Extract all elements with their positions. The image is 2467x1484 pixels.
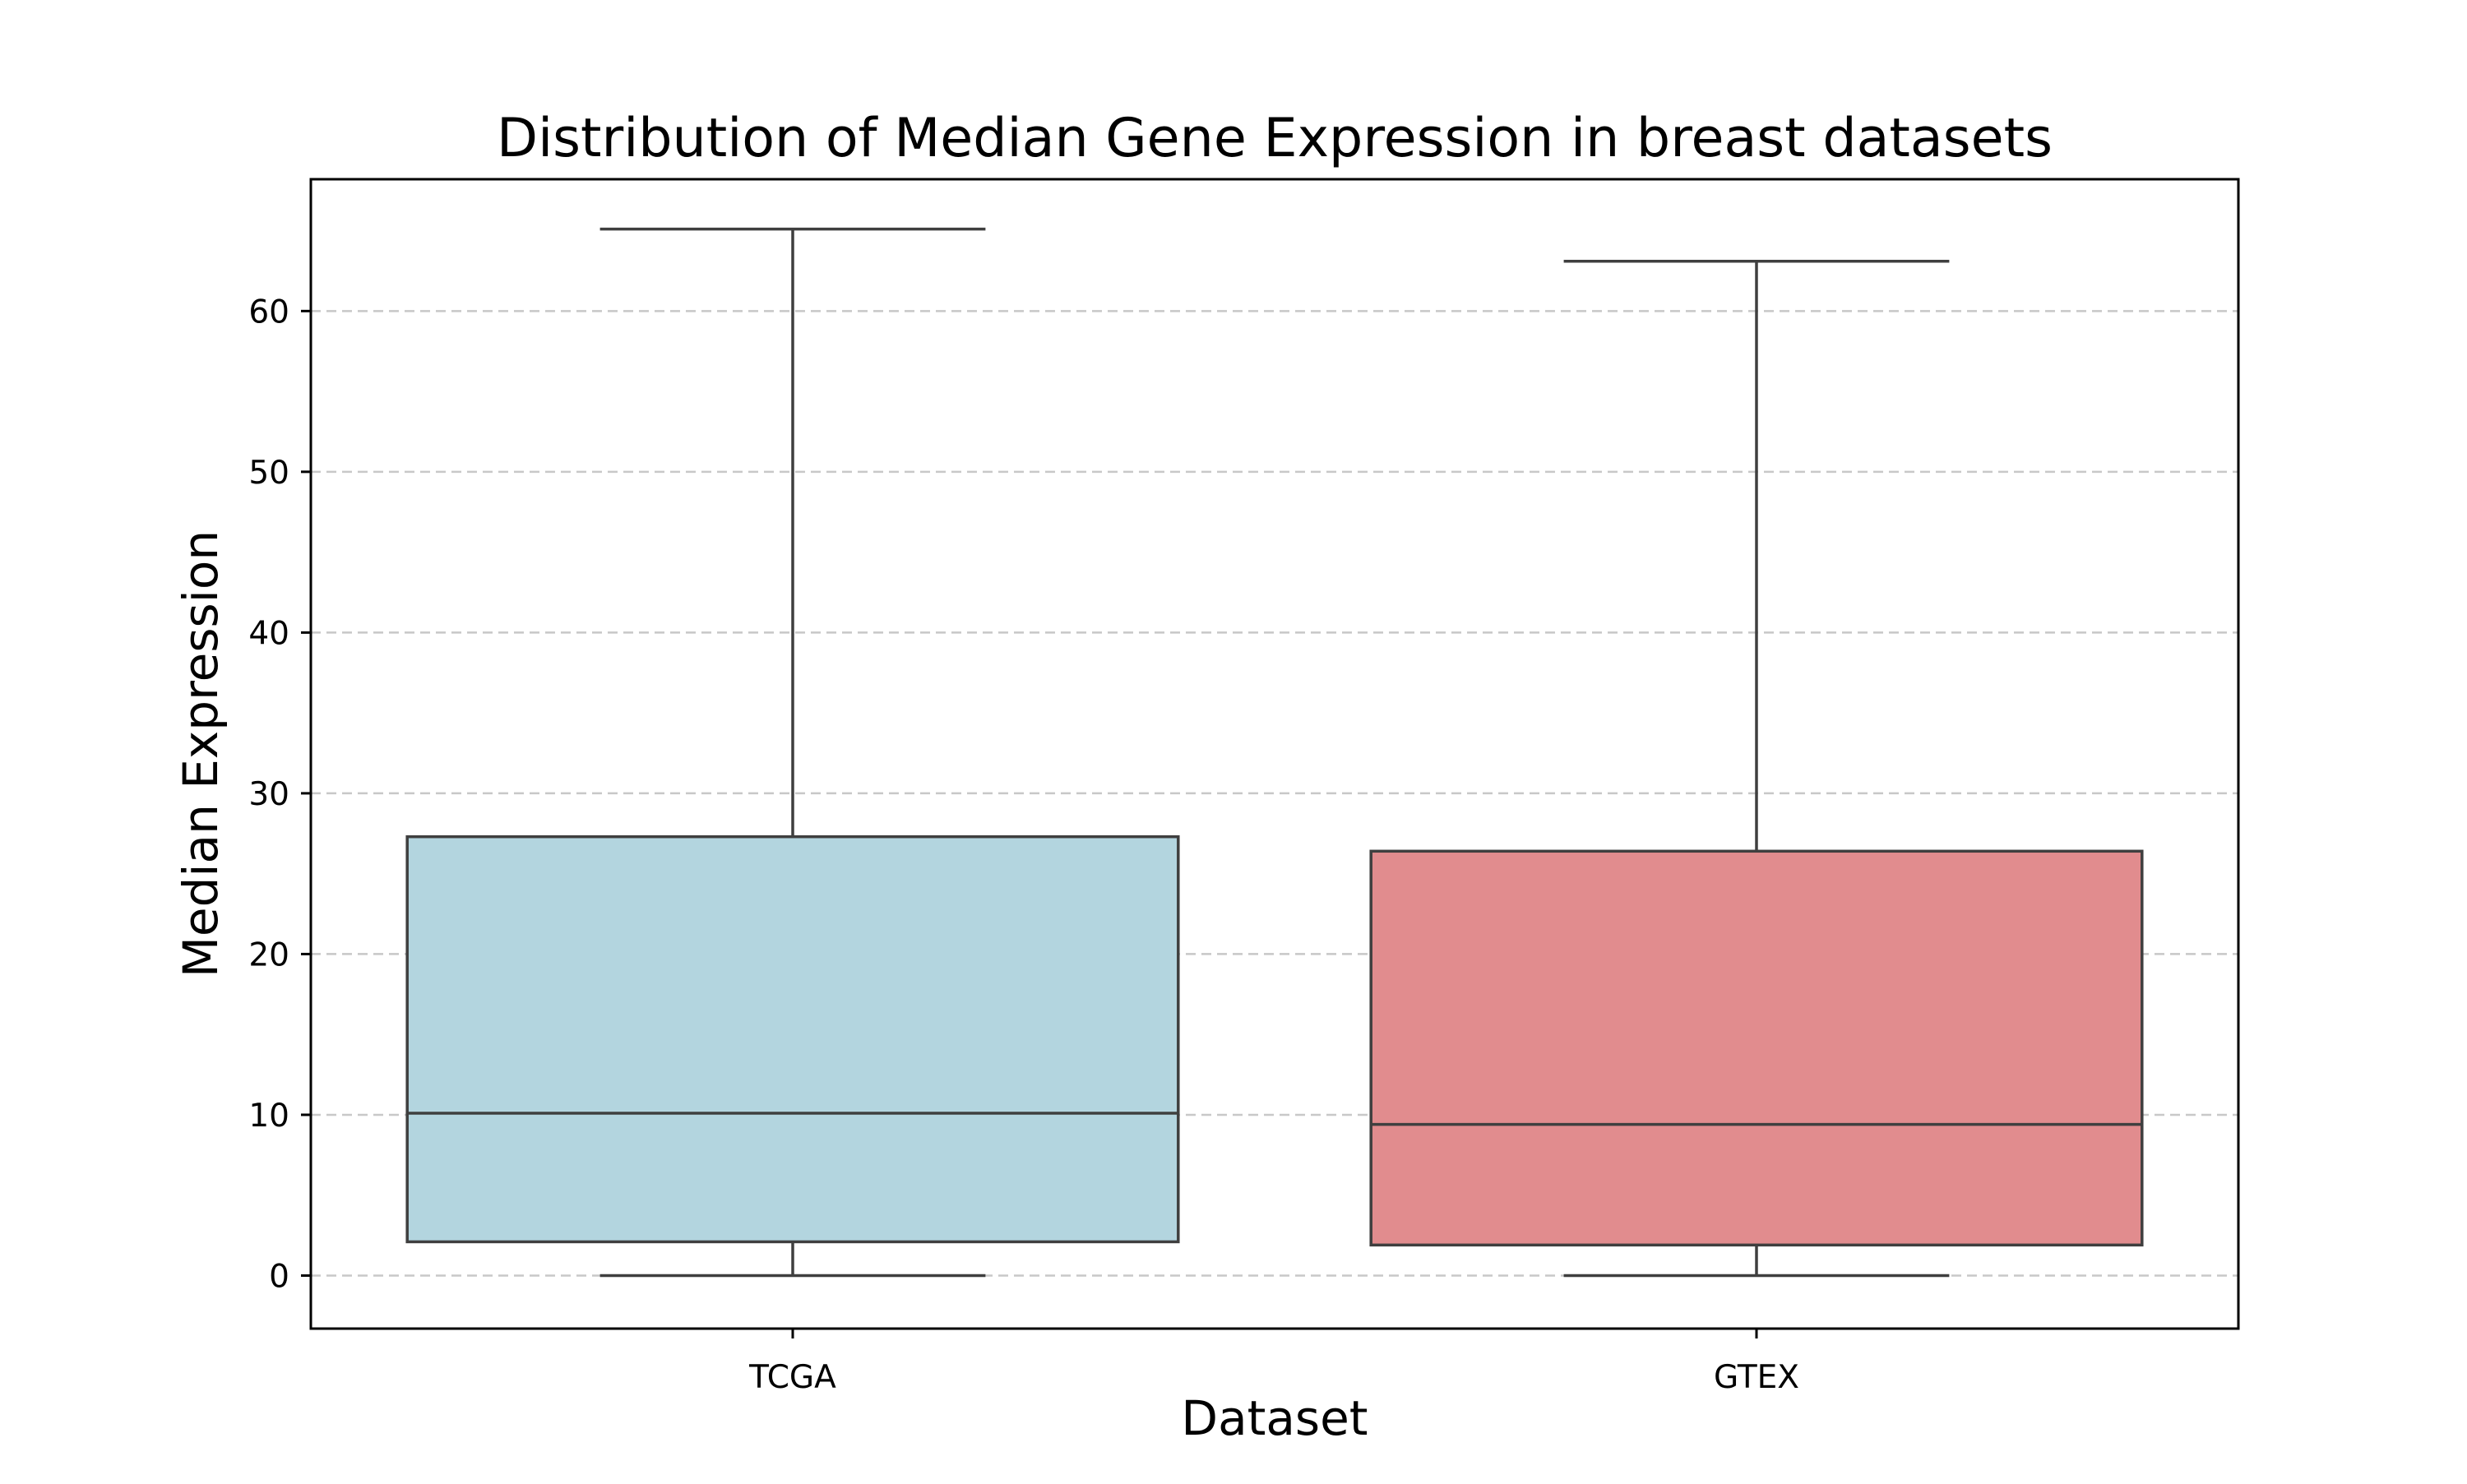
x-axis-label: Dataset: [1181, 1390, 1368, 1446]
box-layer: [405, 227, 2144, 1278]
y-tick-label: 0: [269, 1258, 289, 1295]
y-tick-label: 60: [248, 294, 289, 331]
y-tick-label: 20: [248, 936, 289, 973]
y-tick-label: 30: [248, 776, 289, 813]
iqr-box: [405, 834, 1180, 1244]
box-gtex: [1369, 259, 2144, 1278]
iqr-box: [1369, 849, 2144, 1247]
axis-layer: 0 10 20 30 40 50 60 TCGA GTEX: [248, 178, 2240, 1396]
x-tick-label: TCGA: [748, 1359, 836, 1396]
chart-title: Distribution of Median Gene Expression i…: [497, 108, 2053, 169]
y-tick-label: 40: [248, 615, 289, 652]
y-tick-label: 10: [248, 1098, 289, 1135]
axes-frame: [309, 178, 2240, 1330]
box-tcga: [405, 227, 1180, 1278]
y-tick-label: 50: [248, 455, 289, 492]
y-axis-label: Median Expression: [173, 530, 229, 978]
x-tick-label: GTEX: [1714, 1359, 1799, 1396]
